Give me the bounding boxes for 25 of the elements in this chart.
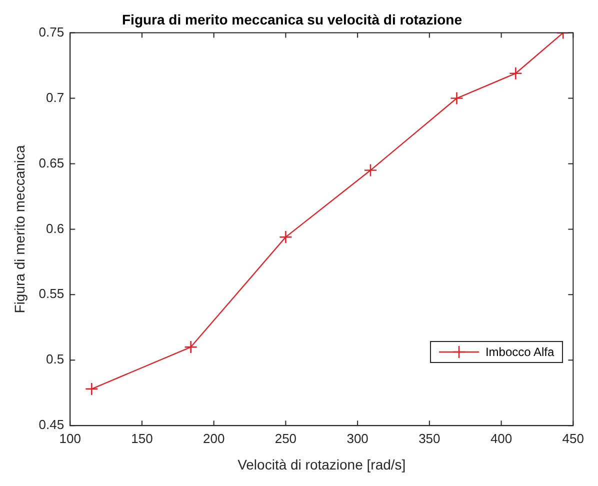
y-axis-title: Figura di merito meccanica	[11, 144, 28, 314]
x-tick-label: 300	[346, 430, 368, 446]
x-tick-label: 100	[59, 430, 81, 446]
y-tick-label: 0.75	[38, 24, 64, 40]
y-tick-label: 0.45	[38, 417, 64, 432]
x-tick-label: 450	[562, 430, 584, 446]
x-tick-label: 150	[131, 430, 153, 446]
y-tick-label: 0.5	[46, 352, 64, 367]
x-tick-label: 200	[202, 430, 225, 446]
y-tick-label: 0.6	[46, 220, 64, 236]
point	[364, 164, 378, 177]
point	[279, 230, 292, 244]
y-tick-label: 0.55	[38, 286, 64, 302]
x-tick-label: 400	[490, 430, 512, 446]
x-tick-label: 250	[274, 430, 297, 446]
x-tick-label: 350	[418, 430, 440, 446]
point	[184, 340, 198, 354]
point	[509, 66, 522, 80]
y-tick-label: 0.65	[38, 155, 64, 170]
y-tick-label: 0.7	[46, 90, 64, 105]
point	[450, 92, 464, 105]
x-axis-title: Velocità di rotazione [rad/s]	[238, 456, 406, 472]
legend-label: Imbocco Alfa	[485, 344, 554, 359]
chart-title: Figura di merito meccanica su velocità di rotazione	[122, 11, 462, 28]
point	[85, 382, 98, 396]
